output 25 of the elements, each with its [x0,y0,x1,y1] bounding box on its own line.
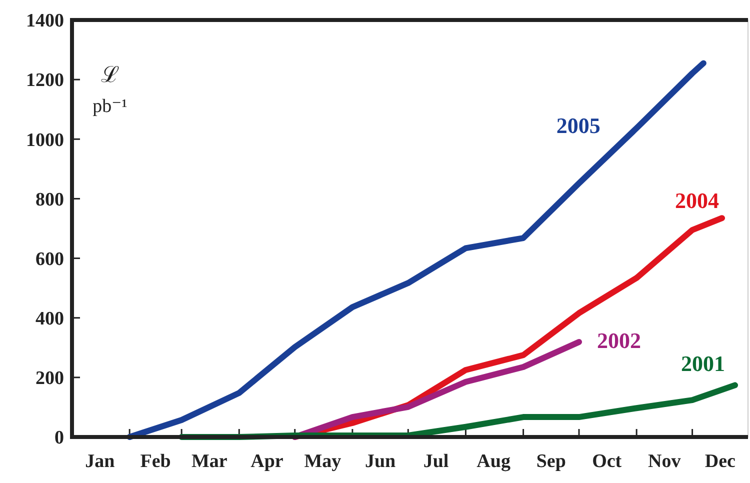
x-tick-label: Jul [423,451,449,472]
x-tick-label: Feb [140,451,171,472]
x-tick-label: Apr [250,451,284,472]
y-tick-label: 200 [36,368,64,390]
y-tick-label: 600 [36,248,64,270]
x-tick-label: Mar [191,451,228,472]
x-tick-label: Nov [648,451,682,472]
x-tick-label: May [304,451,342,472]
series-label: 2001 [681,351,725,376]
x-tick-label: Jun [364,451,396,472]
y-tick-label: 800 [36,189,64,210]
series-label: 2004 [675,188,719,214]
y-tick-label: 1200 [26,70,64,92]
x-tick-label: Jan [85,451,116,472]
x-tick-label: Oct [592,451,622,472]
y-tick-label: 1400 [26,10,64,32]
y-tick-label: 0 [54,428,64,449]
y-tick-label: 400 [36,308,64,330]
series-label: 2005 [556,113,600,138]
x-tick-label: Aug [476,451,511,472]
series-label: 2002 [597,328,641,353]
x-tick-label: Sep [536,451,566,472]
y-tick-label: 1000 [26,130,64,151]
y-axis-title: ℒ pb⁻¹ [92,62,128,117]
x-tick-label: Dec [704,451,736,472]
